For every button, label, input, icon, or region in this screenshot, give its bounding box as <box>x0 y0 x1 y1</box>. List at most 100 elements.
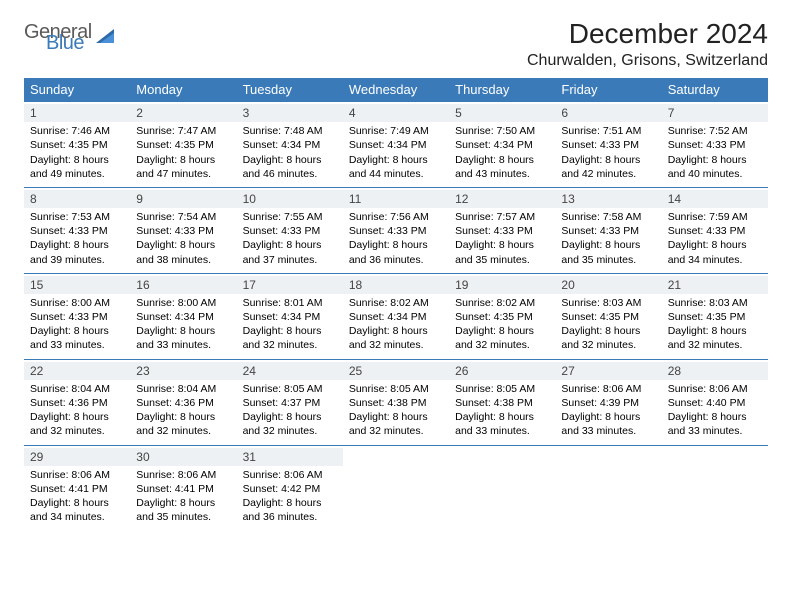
title-block: December 2024 Churwalden, Grisons, Switz… <box>527 18 768 70</box>
sunset-line: Sunset: 4:41 PM <box>30 482 124 496</box>
daylight-line-2: and 32 minutes. <box>136 424 230 438</box>
daylight-line-1: Daylight: 8 hours <box>668 238 762 252</box>
day-number: 23 <box>130 362 236 380</box>
daylight-line-2: and 33 minutes. <box>668 424 762 438</box>
sunset-line: Sunset: 4:36 PM <box>136 396 230 410</box>
daylight-line-2: and 40 minutes. <box>668 167 762 181</box>
day-number: 21 <box>662 276 768 294</box>
sunset-line: Sunset: 4:35 PM <box>561 310 655 324</box>
daylight-line-2: and 33 minutes. <box>455 424 549 438</box>
day-number: 18 <box>343 276 449 294</box>
calendar-cell: 2Sunrise: 7:47 AMSunset: 4:35 PMDaylight… <box>130 102 236 188</box>
sunrise-line: Sunrise: 8:05 AM <box>455 382 549 396</box>
day-number: 27 <box>555 362 661 380</box>
day-number: 12 <box>449 190 555 208</box>
sunrise-line: Sunrise: 8:02 AM <box>349 296 443 310</box>
calendar-cell-empty <box>343 445 449 530</box>
calendar-cell: 9Sunrise: 7:54 AMSunset: 4:33 PMDaylight… <box>130 187 236 273</box>
daylight-line-2: and 32 minutes. <box>668 338 762 352</box>
day-header-row: SundayMondayTuesdayWednesdayThursdayFrid… <box>24 78 768 102</box>
daylight-line-2: and 44 minutes. <box>349 167 443 181</box>
daylight-line-1: Daylight: 8 hours <box>243 238 337 252</box>
daylight-line-2: and 32 minutes. <box>243 424 337 438</box>
daylight-line-1: Daylight: 8 hours <box>136 410 230 424</box>
calendar-cell: 17Sunrise: 8:01 AMSunset: 4:34 PMDayligh… <box>237 273 343 359</box>
calendar-table: SundayMondayTuesdayWednesdayThursdayFrid… <box>24 78 768 530</box>
sunrise-line: Sunrise: 7:48 AM <box>243 124 337 138</box>
day-number: 24 <box>237 362 343 380</box>
sunset-line: Sunset: 4:33 PM <box>30 224 124 238</box>
daylight-line-1: Daylight: 8 hours <box>349 324 443 338</box>
sunrise-line: Sunrise: 8:01 AM <box>243 296 337 310</box>
sunrise-line: Sunrise: 7:50 AM <box>455 124 549 138</box>
sunrise-line: Sunrise: 7:58 AM <box>561 210 655 224</box>
daylight-line-1: Daylight: 8 hours <box>243 324 337 338</box>
day-header: Tuesday <box>237 78 343 102</box>
calendar-cell: 27Sunrise: 8:06 AMSunset: 4:39 PMDayligh… <box>555 359 661 445</box>
sunrise-line: Sunrise: 7:54 AM <box>136 210 230 224</box>
day-number: 10 <box>237 190 343 208</box>
day-header: Monday <box>130 78 236 102</box>
calendar-cell: 24Sunrise: 8:05 AMSunset: 4:37 PMDayligh… <box>237 359 343 445</box>
day-number: 31 <box>237 448 343 466</box>
calendar-cell: 18 Sunrise: 8:02 AMSunset: 4:34 PMDayligh… <box>343 273 449 359</box>
daylight-line-2: and 36 minutes. <box>349 253 443 267</box>
daylight-line-2: and 34 minutes. <box>30 510 124 524</box>
day-number: 13 <box>555 190 661 208</box>
day-number: 7 <box>662 104 768 122</box>
calendar-cell: 11Sunrise: 7:56 AMSunset: 4:33 PMDayligh… <box>343 187 449 273</box>
daylight-line-1: Daylight: 8 hours <box>561 153 655 167</box>
sunset-line: Sunset: 4:41 PM <box>136 482 230 496</box>
daylight-line-1: Daylight: 8 hours <box>136 153 230 167</box>
day-number: 9 <box>130 190 236 208</box>
sunset-line: Sunset: 4:34 PM <box>349 310 443 324</box>
daylight-line-1: Daylight: 8 hours <box>136 238 230 252</box>
sunrise-line: Sunrise: 8:06 AM <box>30 468 124 482</box>
calendar-cell: 8Sunrise: 7:53 AMSunset: 4:33 PMDaylight… <box>24 187 130 273</box>
sunrise-line: Sunrise: 8:03 AM <box>668 296 762 310</box>
day-number: 11 <box>343 190 449 208</box>
daylight-line-1: Daylight: 8 hours <box>349 153 443 167</box>
daylight-line-2: and 35 minutes. <box>561 253 655 267</box>
sunrise-line: Sunrise: 8:04 AM <box>30 382 124 396</box>
sunset-line: Sunset: 4:42 PM <box>243 482 337 496</box>
daylight-line-2: and 38 minutes. <box>136 253 230 267</box>
calendar-cell: 21Sunrise: 8:03 AMSunset: 4:35 PMDayligh… <box>662 273 768 359</box>
daylight-line-1: Daylight: 8 hours <box>349 410 443 424</box>
day-number: 6 <box>555 104 661 122</box>
daylight-line-2: and 32 minutes. <box>561 338 655 352</box>
day-number: 19 <box>449 276 555 294</box>
sunset-line: Sunset: 4:40 PM <box>668 396 762 410</box>
month-title: December 2024 <box>527 18 768 50</box>
day-header: Wednesday <box>343 78 449 102</box>
location: Churwalden, Grisons, Switzerland <box>527 52 768 70</box>
sunrise-line: Sunrise: 8:02 AM <box>455 296 549 310</box>
calendar-cell: 16Sunrise: 8:00 AMSunset: 4:34 PMDayligh… <box>130 273 236 359</box>
day-number: 1 <box>24 104 130 122</box>
daylight-line-2: and 32 minutes. <box>349 424 443 438</box>
daylight-line-1: Daylight: 8 hours <box>243 496 337 510</box>
calendar-cell: 29Sunrise: 8:06 AMSunset: 4:41 PMDayligh… <box>24 445 130 530</box>
sunrise-line: Sunrise: 7:47 AM <box>136 124 230 138</box>
daylight-line-2: and 34 minutes. <box>668 253 762 267</box>
daylight-line-2: and 35 minutes. <box>136 510 230 524</box>
sunrise-line: Sunrise: 8:00 AM <box>30 296 124 310</box>
daylight-line-2: and 49 minutes. <box>30 167 124 181</box>
sunset-line: Sunset: 4:34 PM <box>243 310 337 324</box>
daylight-line-2: and 46 minutes. <box>243 167 337 181</box>
triangle-icon <box>96 27 118 50</box>
sunset-line: Sunset: 4:35 PM <box>30 138 124 152</box>
calendar-cell: 25Sunrise: 8:05 AMSunset: 4:38 PMDayligh… <box>343 359 449 445</box>
day-number: 20 <box>555 276 661 294</box>
sunset-line: Sunset: 4:33 PM <box>30 310 124 324</box>
sunset-line: Sunset: 4:33 PM <box>455 224 549 238</box>
sunrise-line: Sunrise: 7:56 AM <box>349 210 443 224</box>
calendar-row: 29Sunrise: 8:06 AMSunset: 4:41 PMDayligh… <box>24 445 768 530</box>
day-header: Friday <box>555 78 661 102</box>
calendar-cell: 30Sunrise: 8:06 AMSunset: 4:41 PMDayligh… <box>130 445 236 530</box>
day-number: 15 <box>24 276 130 294</box>
sunrise-line: Sunrise: 8:04 AM <box>136 382 230 396</box>
sunset-line: Sunset: 4:34 PM <box>136 310 230 324</box>
daylight-line-2: and 36 minutes. <box>243 510 337 524</box>
daylight-line-2: and 33 minutes. <box>561 424 655 438</box>
